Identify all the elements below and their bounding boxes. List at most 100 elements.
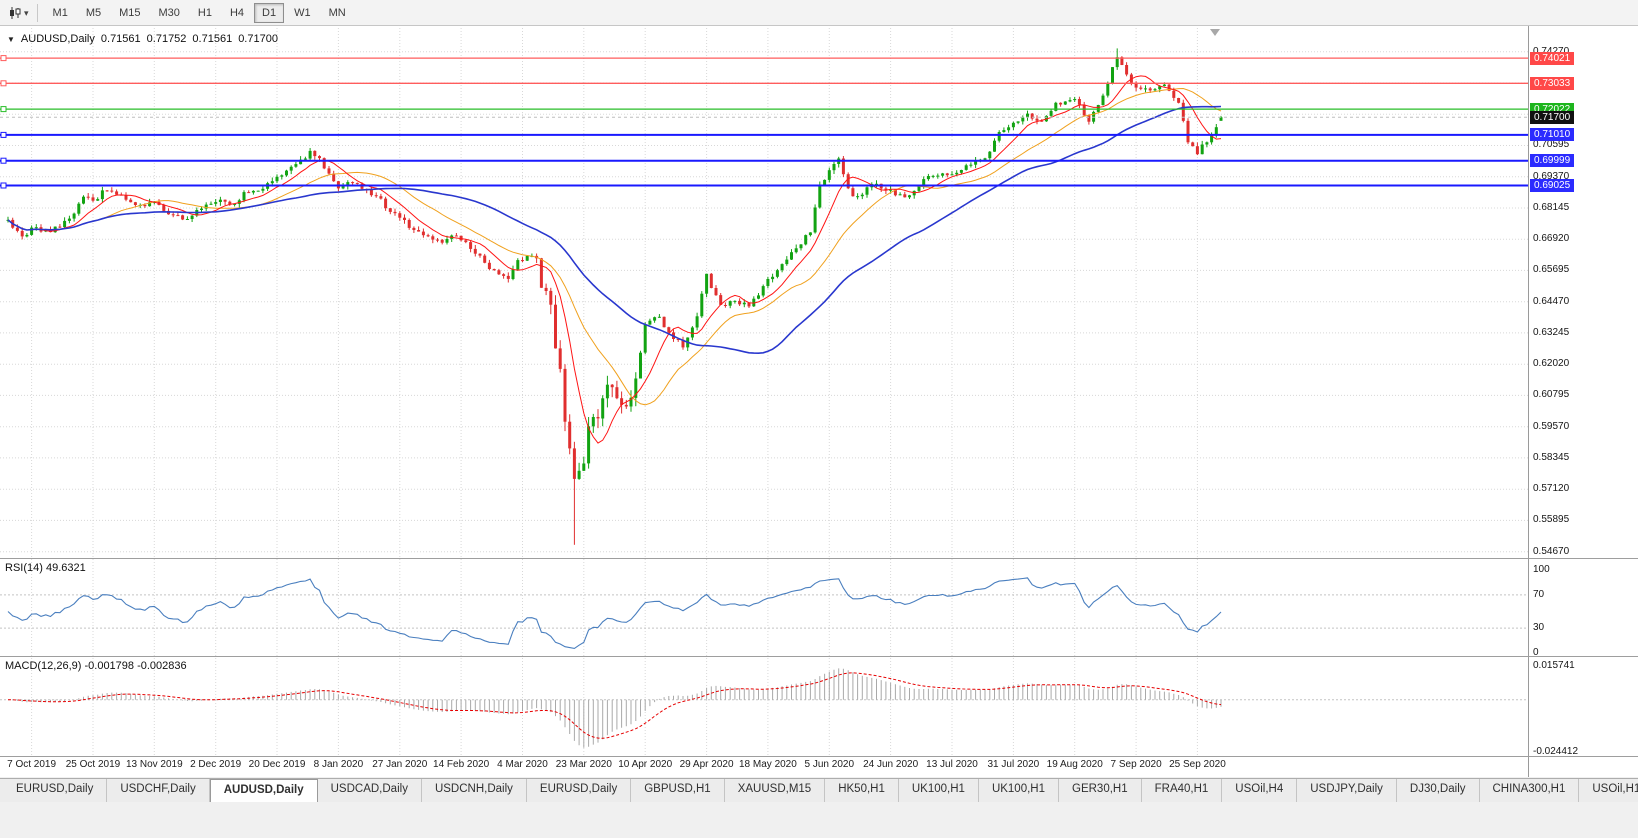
price-axis-label: 0.57120: [1533, 483, 1570, 495]
date-axis-label: 31 Jul 2020: [987, 759, 1040, 770]
date-axis-label: 20 Dec 2019: [248, 759, 306, 770]
price-axis-label: 0.69370: [1533, 170, 1570, 182]
candlestick-chart-icon: [10, 6, 21, 19]
chart-tab-eurusd-daily[interactable]: EURUSD,Daily: [3, 779, 108, 802]
timeframe-button-m15[interactable]: M15: [119, 6, 141, 19]
chart-ohlc-header: ▼ AUDUSD,Daily 0.71561 0.71752 0.71561 0…: [7, 33, 278, 45]
date-axis-label: 7 Oct 2019: [7, 759, 57, 770]
price-axis-label: 0.66920: [1533, 233, 1570, 245]
timeframe-button-w1[interactable]: W1: [294, 6, 311, 19]
chart-canvas[interactable]: [0, 26, 1638, 777]
date-axis-label: 24 Jun 2020: [863, 759, 919, 770]
price-axis-label: 0.58345: [1533, 451, 1570, 463]
toolbar-separator: [36, 3, 38, 22]
timeframe-button-m5[interactable]: M5: [85, 6, 102, 19]
price-axis-label: 0.68145: [1533, 201, 1570, 213]
date-axis-label: 23 Mar 2020: [555, 759, 612, 770]
timeframe-button-h1[interactable]: H1: [197, 6, 212, 19]
chart-shift-marker: [1210, 29, 1220, 36]
chart-tab-dj30-daily[interactable]: DJ30,Daily: [1397, 779, 1480, 802]
chart-tab-usoil-h4[interactable]: USOil,H4: [1222, 779, 1298, 802]
price-axis-label: 0.70595: [1533, 139, 1570, 151]
chart-tab-eurusd-daily[interactable]: EURUSD,Daily: [527, 779, 632, 802]
price-axis-label: 0.59570: [1533, 420, 1570, 432]
date-axis-label: 27 Jan 2020: [372, 759, 428, 770]
macd-axis-label: -0.024412: [1533, 746, 1579, 757]
chart-tab-audusd-daily[interactable]: AUDUSD,Daily: [209, 779, 318, 802]
close-value: 0.71700: [238, 33, 278, 45]
chart-tab-usdjpy-daily[interactable]: USDJPY,Daily: [1297, 779, 1397, 802]
macd-name: MACD(12,26,9): [5, 660, 82, 672]
timeframe-button-h4[interactable]: H4: [229, 6, 245, 19]
date-axis-label: 10 Apr 2020: [618, 759, 673, 770]
macd-values: -0.001798 -0.002836: [84, 660, 187, 672]
date-axis-label: 25 Oct 2019: [65, 759, 121, 770]
price-line-badge-blue: 0.69999: [1530, 154, 1575, 168]
chart-tab-usdcad-daily[interactable]: USDCAD,Daily: [318, 779, 422, 802]
date-axis-label: 18 May 2020: [738, 759, 797, 770]
chart-tab-uk100-h1[interactable]: UK100,H1: [899, 779, 979, 802]
timeframe-group: M1 M5 M15 M30 H1 H4 D1 W1 MN: [45, 2, 356, 23]
symbol-caret-icon[interactable]: ▼: [7, 34, 15, 44]
panel-divider-bottom: [0, 756, 1638, 757]
rsi-name: RSI(14): [5, 562, 43, 574]
date-axis-label: 5 Jun 2020: [804, 759, 855, 770]
date-axis-label: 19 Aug 2020: [1046, 759, 1103, 770]
rsi-value: 49.6321: [45, 562, 86, 574]
chart-tab-usdchf-daily[interactable]: USDCHF,Daily: [107, 779, 210, 802]
date-axis[interactable]: 7 Oct 2019 25 Oct 2019 13 Nov 2019 2 Dec 20…: [0, 759, 1528, 777]
dropdown-caret-icon: ▾: [24, 7, 29, 18]
chart-tab-usoil-h1[interactable]: USOil,H1: [1579, 779, 1638, 802]
timeframe-button-m30[interactable]: M30: [158, 6, 180, 19]
macd-axis-label: 0.015741: [1533, 660, 1575, 671]
rsi-axis-label: 70: [1533, 588, 1545, 600]
rsi-axis-label: 0: [1533, 647, 1539, 658]
price-axis-label: 0.74270: [1533, 46, 1569, 58]
date-axis-label: 13 Jul 2020: [926, 759, 978, 770]
price-axis-label: 0.63245: [1533, 326, 1570, 338]
chart-tab-bar: EURUSD,Daily USDCHF,Daily AUDUSD,Daily USDC…: [0, 778, 1638, 802]
open-value: 0.71561: [100, 33, 141, 45]
price-line-badge-blue: 0.69025: [1530, 179, 1575, 192]
high-value: 0.71752: [146, 33, 187, 45]
panel-divider-macd[interactable]: [0, 656, 1638, 657]
price-axis-label: 0.64470: [1533, 295, 1570, 307]
macd-label: MACD(12,26,9) -0.001798 -0.002836: [5, 660, 187, 672]
chart-tab-hk50-h1[interactable]: HK50,H1: [825, 779, 899, 802]
rsi-axis-label: 100: [1533, 564, 1550, 575]
price-axis-label: 0.55895: [1533, 514, 1570, 526]
price-axis-label: 0.60795: [1533, 389, 1570, 401]
low-value: 0.71561: [192, 33, 233, 45]
date-axis-label: 29 Apr 2020: [679, 759, 734, 770]
symbol-period-label: AUDUSD,Daily: [20, 33, 95, 45]
date-axis-label: 25 Sep 2020: [1169, 759, 1226, 770]
price-line-badge-blue: 0.71010: [1530, 128, 1575, 142]
chart-tab-usdcnh-daily[interactable]: USDCNH,Daily: [422, 779, 527, 802]
chart-type-button[interactable]: ▾: [5, 4, 32, 22]
panel-divider-rsi[interactable]: [0, 558, 1638, 559]
timeframe-button-d1[interactable]: D1: [254, 2, 285, 23]
rsi-label: RSI(14) 49.6321: [5, 562, 86, 574]
price-axis-label: 0.62020: [1533, 358, 1570, 370]
date-axis-label: 7 Sep 2020: [1110, 759, 1162, 770]
rsi-axis-label: 30: [1533, 622, 1545, 634]
chart-tab-xauusd-m15[interactable]: XAUUSD,M15: [725, 779, 826, 802]
timeframe-button-m1[interactable]: M1: [52, 6, 68, 19]
date-axis-label: 14 Feb 2020: [433, 759, 490, 770]
chart-tab-ger30-h1[interactable]: GER30,H1: [1059, 779, 1142, 802]
price-line-badge-black: 0.71700: [1530, 110, 1575, 124]
price-line-badge-red: 0.74021: [1530, 51, 1575, 65]
date-axis-label: 2 Dec 2019: [190, 759, 242, 770]
chart-tab-uk100-h1[interactable]: UK100,H1: [979, 779, 1059, 802]
timeframe-button-mn[interactable]: MN: [328, 6, 346, 19]
chart-tab-gbpusd-h1[interactable]: GBPUSD,H1: [631, 779, 725, 802]
chart-tab-fra40-h1[interactable]: FRA40,H1: [1142, 779, 1223, 802]
date-axis-label: 4 Mar 2020: [497, 759, 548, 770]
price-line-badge-red: 0.73033: [1530, 76, 1575, 90]
date-axis-label: 8 Jan 2020: [313, 759, 364, 770]
chart-tab-china300-h1[interactable]: CHINA300,H1: [1480, 779, 1580, 802]
price-axis-border: [1528, 26, 1529, 777]
price-axis-label: 0.54670: [1533, 545, 1570, 557]
chart-toolbar: ▾ M1 M5 M15 M30 H1 H4 D1 W1 MN: [0, 0, 1638, 26]
